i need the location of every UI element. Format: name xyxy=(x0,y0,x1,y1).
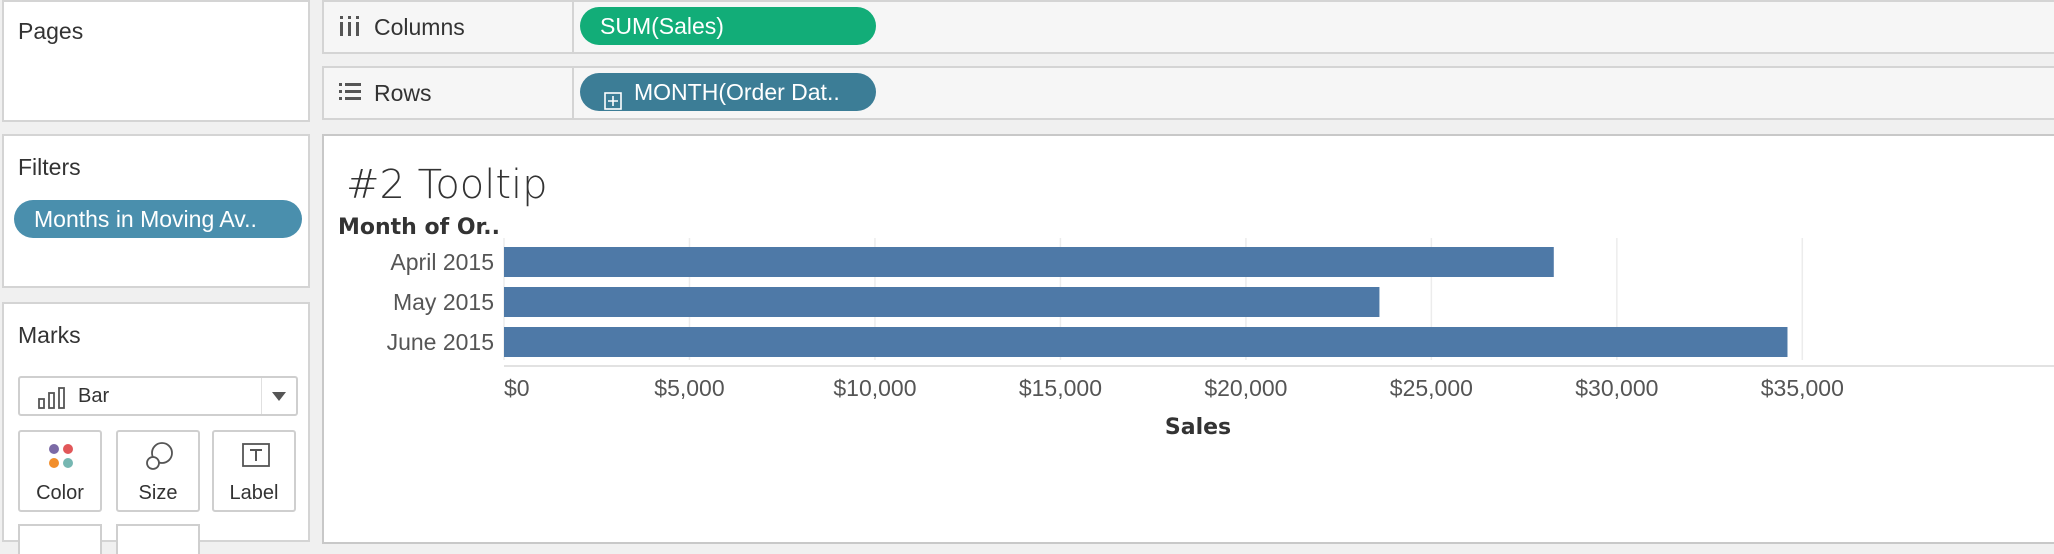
columns-shelf-header: Columns xyxy=(324,2,574,52)
color-dots-icon xyxy=(49,444,73,468)
x-tick-label: $5,000 xyxy=(654,375,724,401)
bar-chart: Month of Or.. April 2015 May 2015 June 2015… xyxy=(338,215,2054,440)
marks-title: Marks xyxy=(18,322,81,348)
rows-pill-month-order-date[interactable]: MONTH(Order Dat.. xyxy=(580,73,876,111)
filter-pill-months-moving-average[interactable]: Months in Moving Av.. xyxy=(14,200,302,238)
pages-card: Pages xyxy=(2,0,310,122)
rows-shelf[interactable]: Rows MONTH(Order Dat.. xyxy=(322,66,2054,120)
x-tick-label: $0 xyxy=(504,375,530,401)
mark-button-detail[interactable] xyxy=(18,524,102,554)
x-tick-label: $15,000 xyxy=(1019,375,1102,401)
chevron-down-icon[interactable] xyxy=(261,378,296,414)
marks-card: Marks Bar Color Size xyxy=(2,302,310,554)
mark-type-label: Bar xyxy=(78,385,110,407)
size-button[interactable]: Size xyxy=(116,430,200,512)
columns-icon xyxy=(338,14,362,43)
expand-plus-icon[interactable] xyxy=(604,83,622,111)
pages-title: Pages xyxy=(18,18,84,44)
bar-june-2015[interactable] xyxy=(504,327,1788,357)
label-button[interactable]: Label xyxy=(212,430,296,512)
bar-may-2015[interactable] xyxy=(504,287,1380,317)
rows-shelf-header: Rows xyxy=(324,68,574,118)
x-tick-label: $30,000 xyxy=(1575,375,1658,401)
columns-shelf[interactable]: Columns SUM(Sales) xyxy=(322,0,2054,54)
category-label: April 2015 xyxy=(390,249,494,275)
row-header: Month of Or.. xyxy=(338,215,500,240)
rows-icon xyxy=(338,80,362,109)
x-tick-label: $10,000 xyxy=(833,375,916,401)
mark-button-tooltip[interactable] xyxy=(116,524,200,554)
view-area: Month of Or.. April 2015 May 2015 June 2015… xyxy=(322,134,2054,544)
x-tick-label: $25,000 xyxy=(1390,375,1473,401)
x-axis-title: Sales xyxy=(1165,415,1231,440)
bar-chart-icon xyxy=(38,387,68,414)
rows-label: Rows xyxy=(374,80,432,106)
filters-title: Filters xyxy=(18,154,81,180)
size-button-label: Size xyxy=(138,482,178,504)
x-tick-label: $20,000 xyxy=(1204,375,1287,401)
size-circles-icon xyxy=(146,442,173,470)
rows-pill-label: MONTH(Order Dat.. xyxy=(634,79,840,105)
filters-card: Filters Months in Moving Av.. xyxy=(2,134,310,288)
color-button[interactable]: Color xyxy=(18,430,102,512)
view-title: #2 Tooltip xyxy=(346,162,548,208)
columns-pill-sum-sales[interactable]: SUM(Sales) xyxy=(580,7,876,45)
text-label-icon xyxy=(242,443,270,467)
color-button-label: Color xyxy=(36,482,84,504)
bar-april-2015[interactable] xyxy=(504,247,1554,277)
category-label: May 2015 xyxy=(393,289,494,315)
mark-type-dropdown[interactable]: Bar xyxy=(18,376,298,416)
x-tick-label: $35,000 xyxy=(1761,375,1844,401)
label-button-label: Label xyxy=(229,482,279,504)
category-label: June 2015 xyxy=(387,329,494,355)
columns-label: Columns xyxy=(374,14,465,40)
